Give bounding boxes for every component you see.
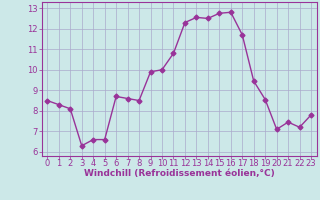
- X-axis label: Windchill (Refroidissement éolien,°C): Windchill (Refroidissement éolien,°C): [84, 169, 275, 178]
